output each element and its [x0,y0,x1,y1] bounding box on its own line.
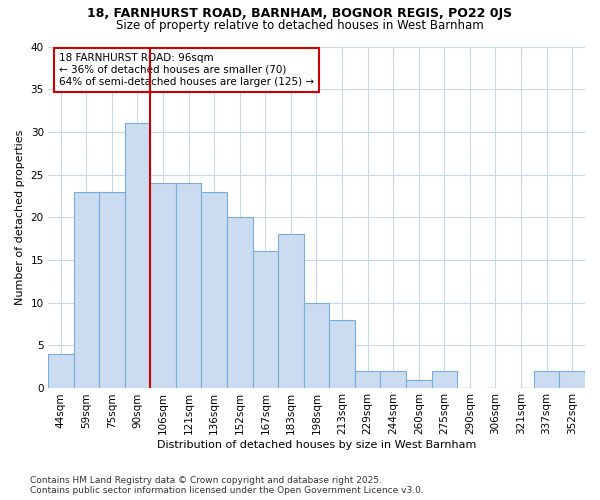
Bar [176,183,202,388]
Bar [304,302,329,388]
Text: Contains HM Land Registry data © Crown copyright and database right 2025.
Contai: Contains HM Land Registry data © Crown c… [30,476,424,495]
Bar [227,218,253,388]
Bar [559,371,585,388]
Bar [74,192,99,388]
Bar [150,183,176,388]
Y-axis label: Number of detached properties: Number of detached properties [15,130,25,305]
Bar [534,371,559,388]
Bar [125,124,150,388]
Bar [253,252,278,388]
X-axis label: Distribution of detached houses by size in West Barnham: Distribution of detached houses by size … [157,440,476,450]
Bar [355,371,380,388]
Bar [329,320,355,388]
Bar [202,192,227,388]
Text: 18 FARNHURST ROAD: 96sqm
← 36% of detached houses are smaller (70)
64% of semi-d: 18 FARNHURST ROAD: 96sqm ← 36% of detach… [59,54,314,86]
Text: Size of property relative to detached houses in West Barnham: Size of property relative to detached ho… [116,18,484,32]
Bar [99,192,125,388]
Bar [406,380,431,388]
Bar [278,234,304,388]
Bar [380,371,406,388]
Bar [431,371,457,388]
Text: 18, FARNHURST ROAD, BARNHAM, BOGNOR REGIS, PO22 0JS: 18, FARNHURST ROAD, BARNHAM, BOGNOR REGI… [88,8,512,20]
Bar [48,354,74,388]
